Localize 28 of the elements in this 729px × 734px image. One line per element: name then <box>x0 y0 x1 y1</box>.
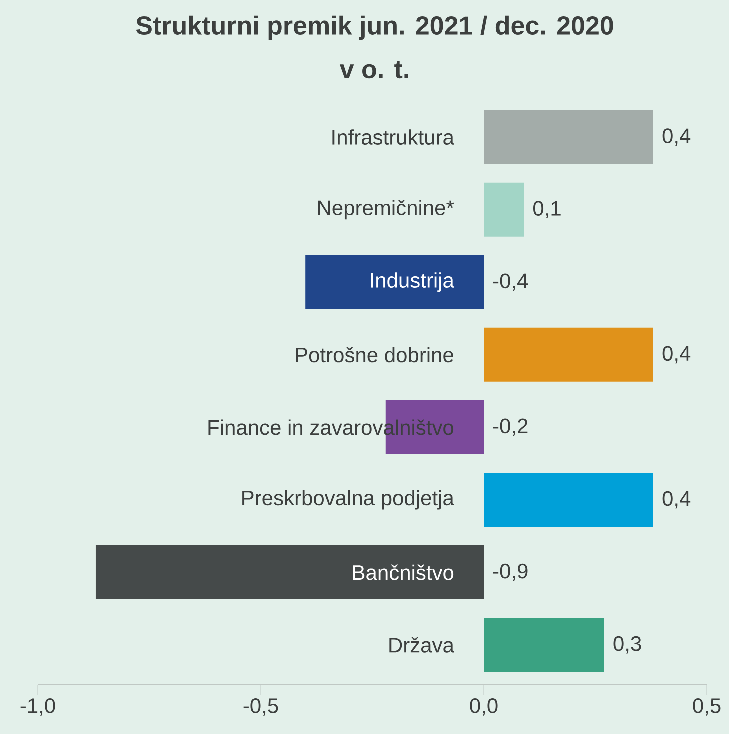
bar <box>484 473 654 528</box>
x-tick-label: 0,5 <box>693 698 721 716</box>
x-tick-label: 0,0 <box>470 698 498 716</box>
y-tick-label: Preskrbovalna podjetja <box>242 490 454 510</box>
x-tick-label: -0,5 <box>244 698 278 716</box>
data-label: 0,4 <box>662 128 691 146</box>
bar <box>484 618 604 672</box>
data-label: -0,9 <box>493 564 528 582</box>
chart-title: Strukturni premik jun. 2021 / dec. 2020 <box>136 16 614 40</box>
y-tick-label: Nepremičnine* <box>318 200 454 220</box>
chart-subtitle: v o. t. <box>340 61 408 79</box>
bar <box>484 328 654 382</box>
bar <box>96 546 484 600</box>
data-label: 0,4 <box>662 346 691 364</box>
data-label: 0,1 <box>533 201 561 218</box>
data-label: -0,4 <box>493 274 528 292</box>
data-label: -0,2 <box>493 418 528 436</box>
x-tick-label: -1,0 <box>20 698 56 716</box>
bar <box>306 255 484 310</box>
y-tick-label: Infrastruktura <box>332 130 454 145</box>
y-tick-label: Industrija <box>371 272 454 292</box>
bar <box>484 110 654 164</box>
bar <box>484 182 524 237</box>
y-tick-label: Država <box>390 637 454 653</box>
y-tick-label: Bančništvo <box>353 564 454 580</box>
data-label: 0,3 <box>614 636 642 654</box>
data-label: 0,4 <box>662 491 691 509</box>
y-tick-label: Potrošne dobrine <box>296 347 454 363</box>
